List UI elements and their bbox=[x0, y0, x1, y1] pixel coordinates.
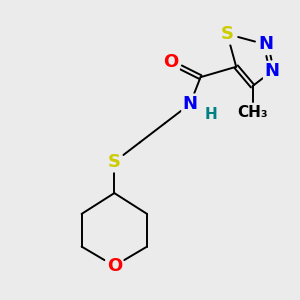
Text: N: N bbox=[258, 35, 273, 53]
Text: CH₃: CH₃ bbox=[237, 105, 268, 120]
Text: O: O bbox=[163, 53, 178, 71]
Text: N: N bbox=[183, 95, 198, 113]
Text: S: S bbox=[221, 25, 234, 43]
Text: O: O bbox=[107, 257, 122, 275]
Text: S: S bbox=[108, 153, 121, 171]
Text: H: H bbox=[205, 107, 217, 122]
Text: N: N bbox=[264, 62, 279, 80]
